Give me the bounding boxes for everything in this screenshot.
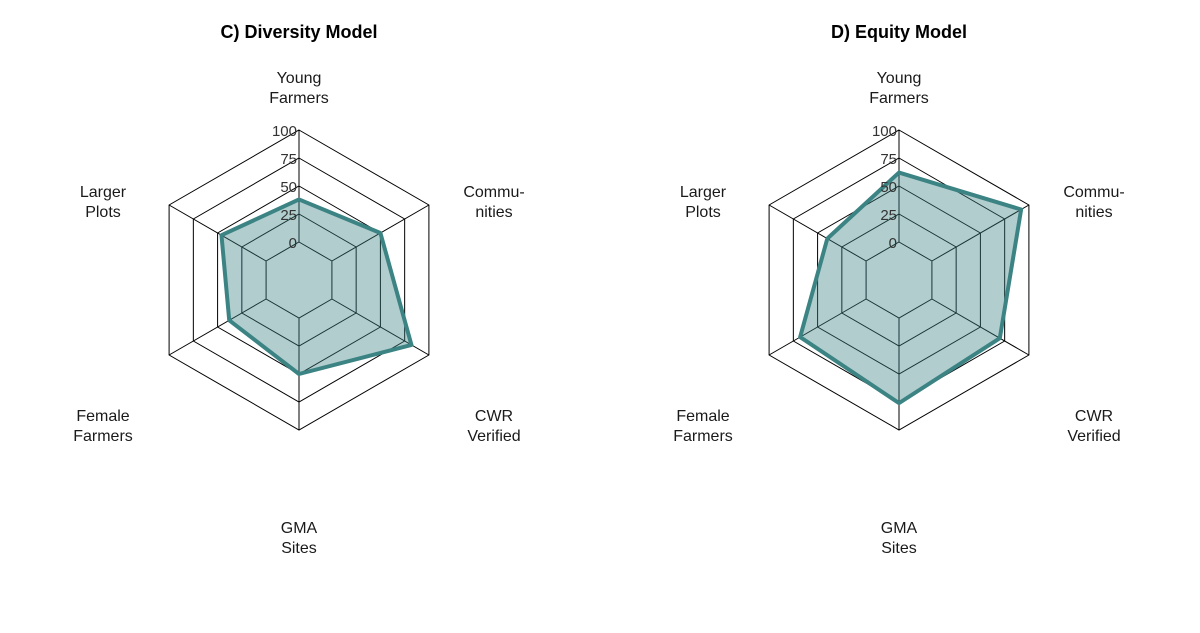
axis-label: Female xyxy=(76,408,129,425)
axis-spoke xyxy=(768,204,867,262)
tick-label: 0 xyxy=(289,235,297,252)
tick-label: 75 xyxy=(280,151,297,168)
axis-label: nities xyxy=(475,204,512,221)
tick-label: 25 xyxy=(280,207,297,224)
chart-title: D) Equity Model xyxy=(831,22,967,42)
tick-label: 50 xyxy=(280,179,297,196)
axis-label: Farmers xyxy=(673,428,733,445)
axis-label: Female xyxy=(676,408,729,425)
axis-label: CWR xyxy=(475,408,513,425)
axis-spoke xyxy=(768,298,867,356)
axis-label: Larger xyxy=(80,184,127,201)
tick-label: 0 xyxy=(889,235,897,252)
chart-title: C) Diversity Model xyxy=(220,22,377,42)
tick-label: 100 xyxy=(872,123,897,140)
tick-label: 25 xyxy=(880,207,897,224)
axis-label: CWR xyxy=(1075,408,1113,425)
axis-label: Verified xyxy=(1067,428,1120,445)
axis-label: Plots xyxy=(85,204,121,221)
axis-label: Sites xyxy=(281,540,317,557)
axis-label: Sites xyxy=(881,540,917,557)
tick-label: 100 xyxy=(272,123,297,140)
series-area xyxy=(219,197,414,376)
tick-label: 75 xyxy=(880,151,897,168)
radar-panel-0: C) Diversity Model 0 25 50 75 100 Young Farmers… xyxy=(73,22,524,557)
tick-label: 50 xyxy=(880,179,897,196)
axis-spoke xyxy=(168,298,267,356)
axis-spoke xyxy=(168,204,267,262)
axis-label: GMA xyxy=(881,520,918,537)
axis-label: Farmers xyxy=(73,428,133,445)
axis-label: nities xyxy=(1075,204,1112,221)
axis-spoke xyxy=(931,204,1030,262)
axis-label: GMA xyxy=(281,520,318,537)
axis-label: Commu- xyxy=(463,184,524,201)
axis-spoke xyxy=(931,298,1030,356)
axis-label: Farmers xyxy=(869,90,929,107)
axis-label: Young xyxy=(277,70,322,87)
series-area xyxy=(798,170,1024,406)
axis-label: Farmers xyxy=(269,90,329,107)
radar-panel-1: D) Equity Model 0 25 50 75 100 Young Farmers Com… xyxy=(673,22,1124,557)
axis-label: Young xyxy=(877,70,922,87)
axis-label: Plots xyxy=(685,204,721,221)
axis-label: Verified xyxy=(467,428,520,445)
axis-label: Larger xyxy=(680,184,727,201)
axis-label: Commu- xyxy=(1063,184,1124,201)
